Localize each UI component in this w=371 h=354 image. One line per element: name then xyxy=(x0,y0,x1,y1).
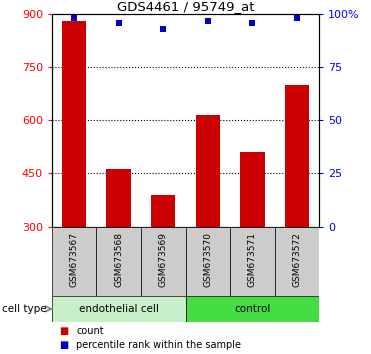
Point xyxy=(71,16,77,21)
Text: ■: ■ xyxy=(59,326,69,336)
Bar xyxy=(52,227,96,296)
Bar xyxy=(186,296,319,322)
Point xyxy=(116,20,122,25)
Title: GDS4461 / 95749_at: GDS4461 / 95749_at xyxy=(117,0,254,13)
Point xyxy=(249,20,255,25)
Bar xyxy=(196,115,220,227)
Text: GSM673567: GSM673567 xyxy=(70,232,79,287)
Text: ■: ■ xyxy=(59,340,69,350)
Bar xyxy=(106,169,131,227)
Text: percentile rank within the sample: percentile rank within the sample xyxy=(76,340,241,350)
Text: GSM673568: GSM673568 xyxy=(114,232,123,287)
Bar xyxy=(62,21,86,227)
Text: count: count xyxy=(76,326,104,336)
Bar xyxy=(52,296,186,322)
Text: GSM673570: GSM673570 xyxy=(203,232,212,287)
Bar xyxy=(230,227,275,296)
Text: GSM673572: GSM673572 xyxy=(292,232,301,287)
Bar xyxy=(96,227,141,296)
Bar xyxy=(151,195,175,227)
Bar xyxy=(141,227,186,296)
Text: endothelial cell: endothelial cell xyxy=(79,304,159,314)
Bar xyxy=(285,85,309,227)
Text: GSM673569: GSM673569 xyxy=(159,232,168,287)
Text: cell type: cell type xyxy=(2,304,46,314)
Text: control: control xyxy=(234,304,270,314)
Bar xyxy=(186,227,230,296)
Bar xyxy=(275,227,319,296)
Point xyxy=(294,16,300,21)
Text: GSM673571: GSM673571 xyxy=(248,232,257,287)
Point xyxy=(160,26,166,32)
Point xyxy=(205,18,211,23)
Bar xyxy=(240,152,265,227)
